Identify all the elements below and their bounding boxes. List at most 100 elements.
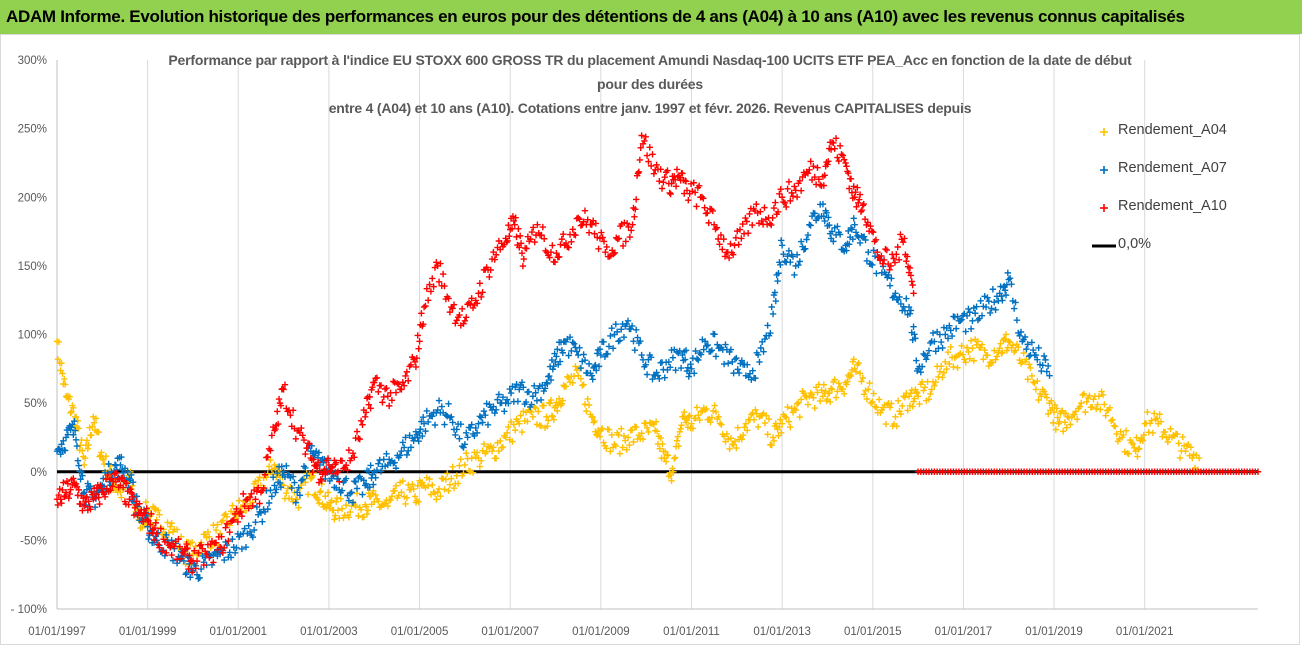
data-point-fill [1129,440,1137,448]
data-point-fill [568,347,575,355]
data-point-fill [1176,454,1184,462]
data-point-fill [784,185,791,193]
data-point-fill [847,372,855,380]
data-point-fill [193,557,201,565]
data-point-fill [472,424,479,432]
data-point-fill [539,223,547,231]
data-point-fill [492,251,500,258]
data-point-fill [820,182,828,189]
data-point [842,159,849,167]
data-point-fill [785,247,793,255]
data-point-fill [843,381,850,388]
data-point-fill [399,379,406,386]
data-point [520,255,528,263]
data-point [928,386,935,393]
data-point-fill [672,183,680,190]
data-point-fill [212,539,220,546]
data-point-fill [252,518,259,526]
data-point [806,221,813,228]
data-point-fill [909,403,916,410]
data-point-fill [565,352,572,359]
data-point-fill [453,426,460,433]
data-point-fill [1025,361,1033,368]
data-point-fill [781,413,789,420]
data-point-fill [626,441,633,449]
data-point-fill [125,501,132,508]
data-point-fill [1003,347,1011,354]
data-point-fill [288,484,295,492]
data-point-fill [649,375,656,383]
y-tick-label: 0% [30,467,47,479]
data-point-fill [375,388,382,396]
data-point-fill [1175,440,1182,447]
data-point-fill [383,385,390,392]
data-point-fill [66,393,73,400]
data-point-fill [1122,427,1130,434]
chart-title: Performance par rapport à l'indice EU ST… [120,48,1180,120]
data-point [982,303,990,311]
data-point-fill [143,505,150,512]
data-point-fill [58,359,65,367]
data-point [1195,454,1203,462]
data-point-fill [803,236,810,243]
data-point-fill [768,441,775,449]
data-point-fill [804,231,812,239]
x-tick-label: 01/01/1999 [119,626,177,638]
data-point-fill [704,209,711,217]
data-point-fill [848,226,856,233]
data-point-fill [620,432,628,440]
data-point-fill [260,484,267,492]
data-point [153,516,160,523]
data-point-fill [495,447,503,455]
data-point [969,317,976,324]
data-point-fill [196,574,203,581]
data-point-fill [725,360,732,367]
data-point-fill [729,251,737,258]
x-tick-label: 01/01/2015 [844,626,902,638]
data-point-fill [476,413,484,420]
data-point-fill [490,403,497,410]
data-point-fill [355,512,362,520]
data-point-fill [705,219,712,227]
data-point-fill [249,502,256,510]
data-point-fill [400,444,408,451]
data-point-fill [450,484,458,492]
data-point [756,358,763,366]
data-point-fill [313,465,321,472]
data-point-fill [394,380,401,387]
data-point-fill [900,303,907,310]
data-point-fill [508,225,516,232]
data-point-fill [911,331,918,338]
data-point-fill [518,250,526,257]
data-point-fill [522,398,530,406]
data-point-fill [947,343,954,351]
data-point-fill [946,360,953,368]
data-point-fill [760,348,767,355]
data-point-fill [234,518,242,526]
data-point-fill [850,355,857,363]
data-point-fill [1156,411,1163,418]
data-point-fill [1020,349,1027,357]
data-point-fill [993,353,1001,360]
data-point [411,493,419,500]
data-point-fill [415,438,422,445]
data-point [384,393,392,400]
data-point-fill [123,480,130,487]
data-point-fill [1153,415,1161,422]
data-point-fill [844,378,851,385]
data-point-fill [550,416,557,423]
x-tick-label: 01/01/2011 [663,626,720,638]
data-point-fill [656,445,663,452]
data-point-fill [241,503,248,510]
data-point-fill [1021,333,1029,341]
data-point-fill [572,231,579,239]
data-point-fill [668,477,675,484]
data-point-fill [514,398,522,405]
data-point-fill [963,312,971,320]
data-point-fill [104,471,111,479]
data-point-fill [628,426,636,434]
data-point-fill [342,501,350,509]
data-point [874,248,881,256]
data-point-fill [415,345,422,352]
data-point-fill [685,413,692,420]
